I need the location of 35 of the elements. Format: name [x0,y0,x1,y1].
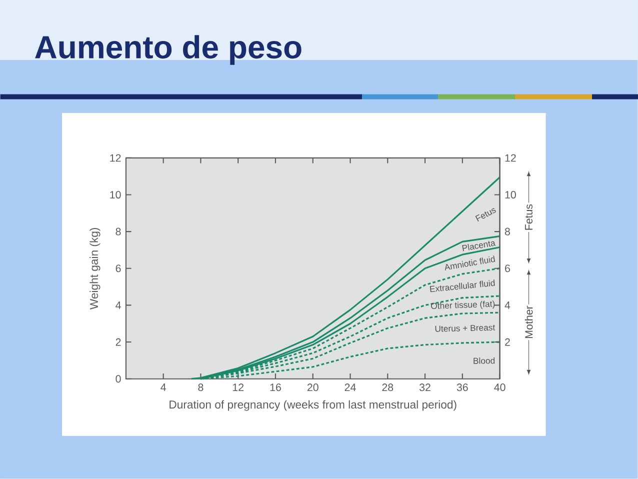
y2-tick-label: 12 [505,154,516,162]
text: Amniotic fluid [444,256,496,271]
x-tick-label: 16 [270,384,281,392]
y-tick-label: 12 [110,154,121,162]
x-tick-label: 28 [382,384,394,392]
series-label: Uterus + Breast [435,324,496,332]
y-tick-label: 6 [116,264,121,272]
y-tick-label: 4 [116,302,121,309]
x-tick-label: 4 [160,384,166,391]
y2-tick-label: 6 [505,264,510,272]
x-tick-label: 8 [198,384,204,392]
chart-title: Aumento de peso [35,35,302,65]
x-tick-label: 20 [307,384,318,392]
x-tick-label: 12 [232,384,244,392]
x-tick-label: 40 [494,384,506,392]
y-axis-title: Weight gain (kg) [90,228,100,310]
text: Extracellular fluid [430,280,495,292]
series-label: Other tissue (fat) [431,300,495,310]
y2-tick-label: 8 [504,228,510,236]
y-tick-label: 8 [116,228,121,236]
y2-tick-label: 4 [504,302,510,309]
y-tick-label: 2 [116,338,121,346]
text: Fetus [525,204,532,230]
x-tick-label: 24 [344,384,356,392]
y2-tick-label: 2 [505,338,510,346]
y-tick-label: 0 [116,375,121,383]
text: Mother [524,306,533,338]
series-label: Blood [474,357,495,364]
text: Placenta [462,241,496,252]
x-tick-label: 32 [419,384,430,392]
x-tick-label: 36 [456,384,468,392]
text: Fetus [475,208,496,222]
y-tick-label: 10 [110,191,121,199]
x-axis-title: Duration of pregnancy (weeks from last menstrual period) [170,400,456,411]
y2-tick-label: 10 [505,191,516,199]
